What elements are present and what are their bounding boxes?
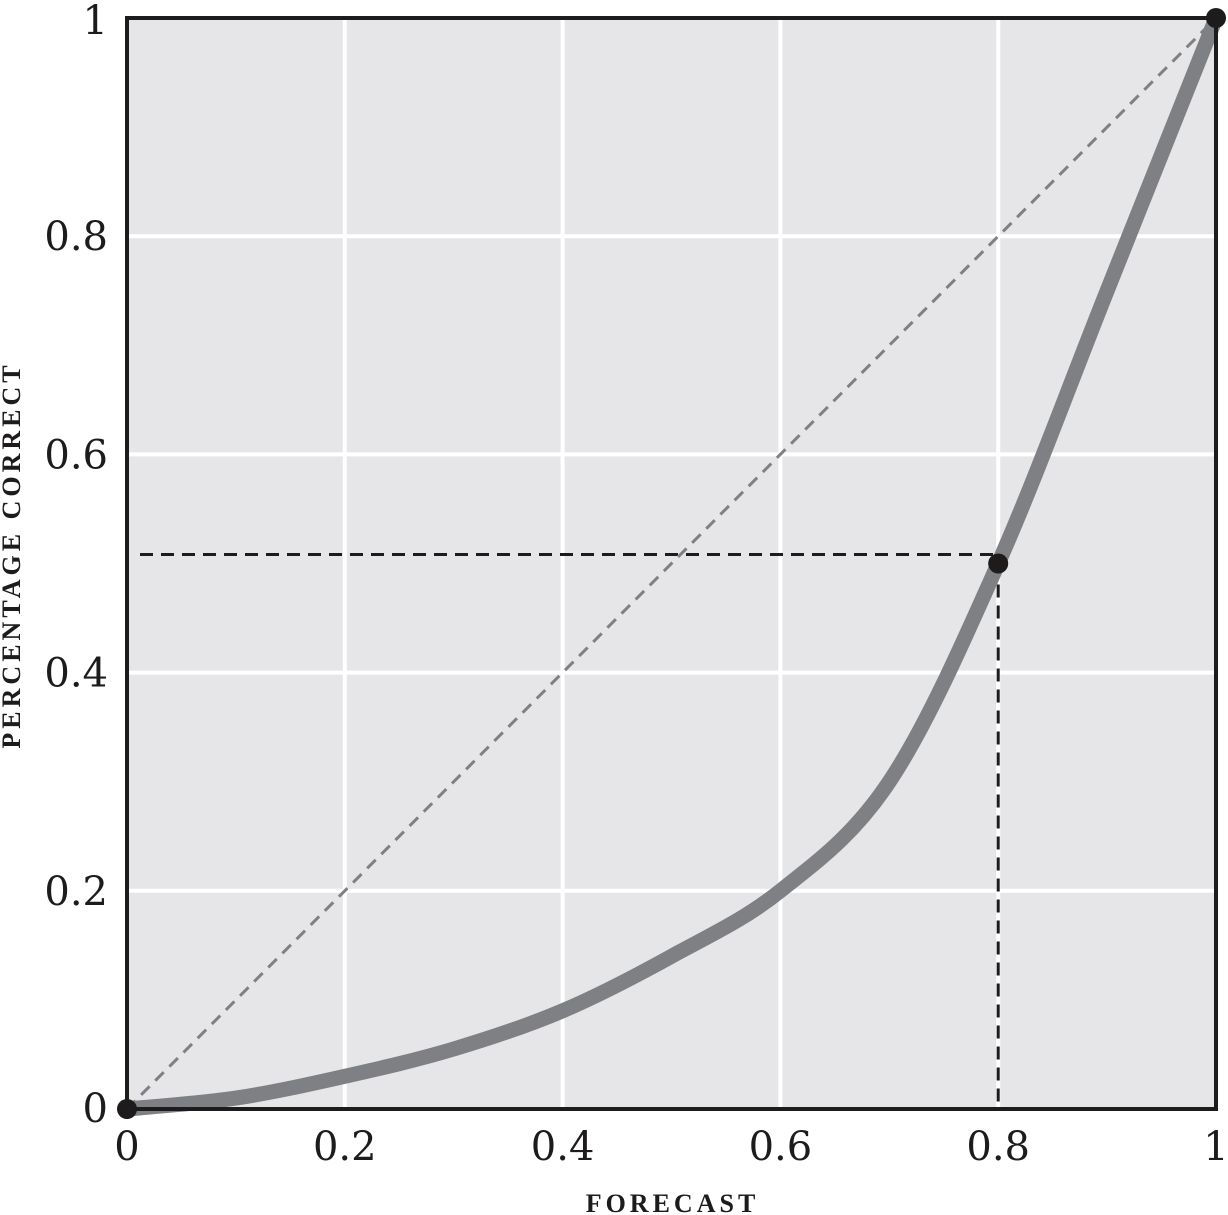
reference-lines — [140, 553, 1000, 1109]
diagonal-reference-line — [125, 16, 1218, 1111]
grid — [127, 18, 1216, 1109]
x-axis-title: FORECAST — [586, 1189, 760, 1215]
forecast-curve — [119, 10, 1224, 1117]
y-tick-label: 1 — [83, 0, 108, 44]
y-tick-label: 0 — [83, 1086, 108, 1132]
y-tick-label: 0.8 — [44, 214, 108, 260]
series-layer — [119, 10, 1224, 1117]
x-tick-label: 0.6 — [749, 1124, 813, 1170]
x-tick-labels: 0 0.2 0.4 0.6 0.8 1 — [114, 1124, 1228, 1170]
y-tick-label: 0.6 — [44, 432, 108, 478]
highlight-point-0 — [117, 1099, 137, 1119]
x-tick-label: 0.4 — [531, 1124, 595, 1170]
x-tick-label: 1 — [1203, 1124, 1228, 1170]
highlight-point-2 — [1206, 8, 1226, 28]
plot-frame — [125, 16, 1218, 1111]
x-tick-label: 0.8 — [966, 1124, 1030, 1170]
x-tick-label: 0 — [114, 1124, 139, 1170]
y-tick-labels: 0 0.2 0.4 0.6 0.8 1 — [44, 0, 108, 1132]
y-tick-label: 0.4 — [44, 651, 108, 697]
x-tick-label: 0.2 — [313, 1124, 377, 1170]
y-axis-title: PERCENTAGE CORRECT — [0, 361, 26, 748]
highlight-point-1 — [988, 553, 1009, 574]
highlight-points — [117, 8, 1226, 1119]
y-tick-label: 0.2 — [44, 869, 108, 915]
